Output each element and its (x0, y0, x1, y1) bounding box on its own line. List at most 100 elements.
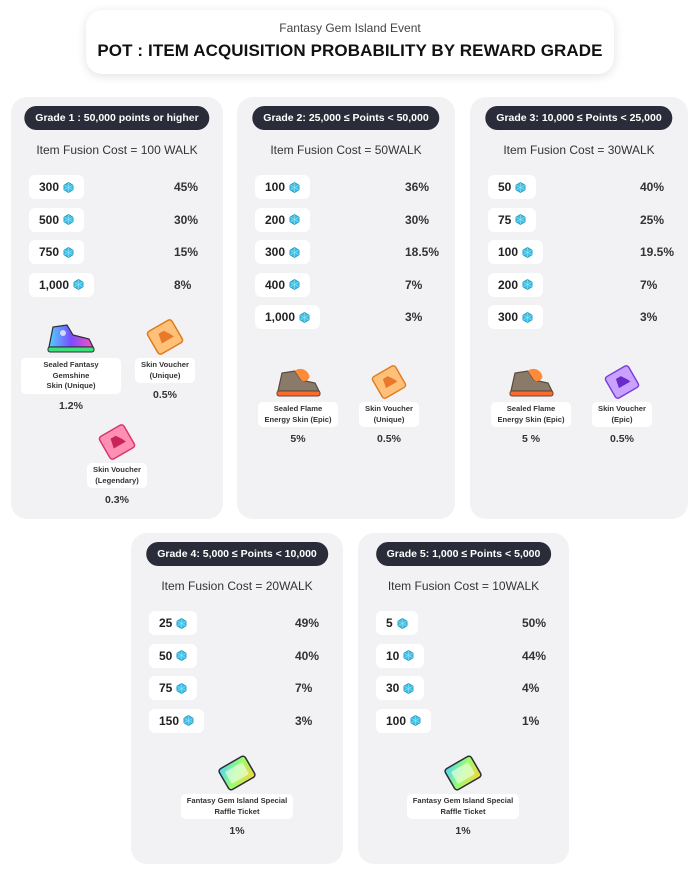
probability-value: 44% (522, 648, 547, 663)
probability-value: 3% (640, 310, 658, 324)
gemshine-sneaker-icon (47, 324, 95, 353)
item-probability: 0.3% (105, 494, 129, 506)
amount-value: 25 (159, 616, 173, 630)
event-header: Fantasy Gem Island Event POT : ITEM ACQU… (86, 10, 614, 74)
gem-icon (73, 279, 84, 290)
gem-icon (183, 715, 194, 726)
reward-item: Skin Voucher (Unique) 0.5% (349, 365, 429, 445)
amount-value: 30 (386, 681, 400, 695)
probability-value: 40% (640, 180, 665, 194)
grade-pill: Grade 3: 10,000 ≤ Points < 25,000 (485, 106, 673, 130)
probability-value: 49% (295, 616, 320, 630)
item-probability: 1.2% (59, 399, 83, 412)
pink-voucher-icon (98, 424, 136, 460)
reward-row: 200 7% (488, 272, 674, 297)
item-label: Fantasy Gem Island Special Raffle Ticket (180, 794, 294, 819)
grade-pill: Grade 5: 1,000 ≤ Points < 5,000 (375, 542, 552, 566)
reward-item: Skin Voucher (Unique) 0.5% (125, 319, 205, 401)
gem-icon (176, 650, 187, 661)
grade-card-5: Grade 5: 1,000 ≤ Points < 5,000 Item Fus… (358, 533, 569, 864)
probability-value: 15% (174, 245, 199, 259)
gem-icon (289, 181, 300, 193)
reward-row: 200 30% (255, 207, 441, 232)
reward-row: 100 19.5% (488, 240, 674, 264)
point-amount: 30 (376, 676, 425, 700)
fusion-cost: Item Fusion Cost = 50WALK (270, 143, 422, 157)
amount-value: 400 (265, 277, 286, 292)
orange-voucher-icon (371, 365, 407, 399)
item-label: Skin Voucher (Epic) (592, 402, 652, 427)
probability-value: 7% (405, 277, 423, 292)
point-amount: 5 (376, 611, 418, 635)
grade-card-4: Grade 4: 5,000 ≤ Points < 10,000 Item Fu… (131, 533, 343, 864)
amount-value: 300 (498, 310, 519, 324)
gem-icon (289, 279, 300, 290)
purple-voucher-icon (604, 365, 640, 399)
amount-value: 500 (39, 212, 60, 227)
gem-icon (397, 617, 408, 629)
reward-row: 300 45% (29, 175, 209, 199)
probability-value: 7% (640, 277, 658, 292)
item-probability: 1% (455, 825, 471, 837)
amount-value: 50 (498, 180, 512, 194)
reward-row: 750 15% (29, 240, 209, 264)
reward-item: Skin Voucher (Legendary) 0.3% (77, 424, 157, 506)
point-amount: 100 (376, 708, 432, 733)
gem-icon (515, 214, 526, 225)
reward-item: Fantasy Gem Island Special Raffle Ticket… (177, 755, 297, 837)
gem-icon (515, 181, 526, 193)
amount-value: 750 (39, 245, 60, 259)
point-amount: 25 (149, 611, 198, 635)
item-label: Skin Voucher (Legendary) (87, 463, 147, 488)
item-probability: 5% (290, 433, 306, 445)
item-probability: 0.5% (610, 433, 634, 445)
amount-value: 1,000 (265, 310, 296, 324)
point-amount: 100 (488, 240, 544, 264)
fusion-cost: Item Fusion Cost = 30WALK (503, 143, 655, 157)
reward-row: 500 30% (29, 207, 209, 232)
reward-rows: 100 36% 200 30% 300 18.5% 400 7% 1,000 3% (255, 175, 441, 338)
item-probability: 0.5% (153, 389, 177, 401)
page-title: POT : ITEM ACQUISITION PROBABILITY BY RE… (97, 41, 603, 60)
raffle-ticket-icon (444, 755, 482, 791)
probability-value: 1% (522, 713, 540, 728)
reward-row: 400 7% (255, 272, 441, 297)
grade-pill: Grade 1 : 50,000 points or higher (24, 106, 210, 130)
reward-row: 300 18.5% (255, 240, 441, 264)
probability-value: 30% (174, 212, 199, 227)
probability-value: 45% (174, 180, 199, 194)
probability-value: 3% (295, 713, 313, 728)
orange-voucher-icon (146, 319, 184, 355)
reward-rows: 25 49% 50 40% 75 7% 150 3% (149, 611, 329, 741)
reward-row: 30 4% (376, 676, 555, 700)
item-label: Sealed Flame Energy Skin (Epic) (258, 402, 338, 427)
gem-icon (289, 246, 300, 258)
reward-row: 75 7% (149, 676, 329, 700)
point-amount: 100 (255, 175, 311, 199)
reward-item: Skin Voucher (Epic) 0.5% (582, 365, 662, 445)
probability-value: 7% (295, 681, 313, 695)
probability-value: 8% (174, 277, 192, 292)
reward-row: 50 40% (488, 175, 674, 199)
grade-pill: Grade 4: 5,000 ≤ Points < 10,000 (146, 542, 328, 566)
event-subtitle: Fantasy Gem Island Event (279, 21, 421, 35)
reward-rows: 5 50% 10 44% 30 4% 100 1% (376, 611, 555, 741)
reward-row: 5 50% (376, 611, 555, 635)
flame-sneaker-icon (509, 368, 554, 397)
grade-pill: Grade 2: 25,000 ≤ Points < 50,000 (252, 106, 440, 130)
reward-item: Sealed Fantasy Gemshine Skin (Unique) 1.… (21, 319, 121, 412)
point-amount: 200 (488, 272, 544, 297)
item-label: Skin Voucher (Unique) (359, 402, 419, 427)
gem-icon (63, 246, 74, 258)
point-amount: 50 (488, 175, 537, 199)
item-label: Skin Voucher (Unique) (135, 358, 195, 383)
gem-icon (176, 617, 187, 629)
gem-icon (299, 311, 310, 323)
amount-value: 100 (265, 180, 286, 194)
amount-value: 300 (265, 245, 286, 259)
probability-value: 4% (522, 681, 540, 695)
point-amount: 400 (255, 272, 311, 297)
reward-rows: 50 40% 75 25% 100 19.5% 200 7% 300 3% (488, 175, 674, 338)
item-label: Fantasy Gem Island Special Raffle Ticket (406, 794, 520, 819)
amount-value: 150 (159, 713, 180, 728)
